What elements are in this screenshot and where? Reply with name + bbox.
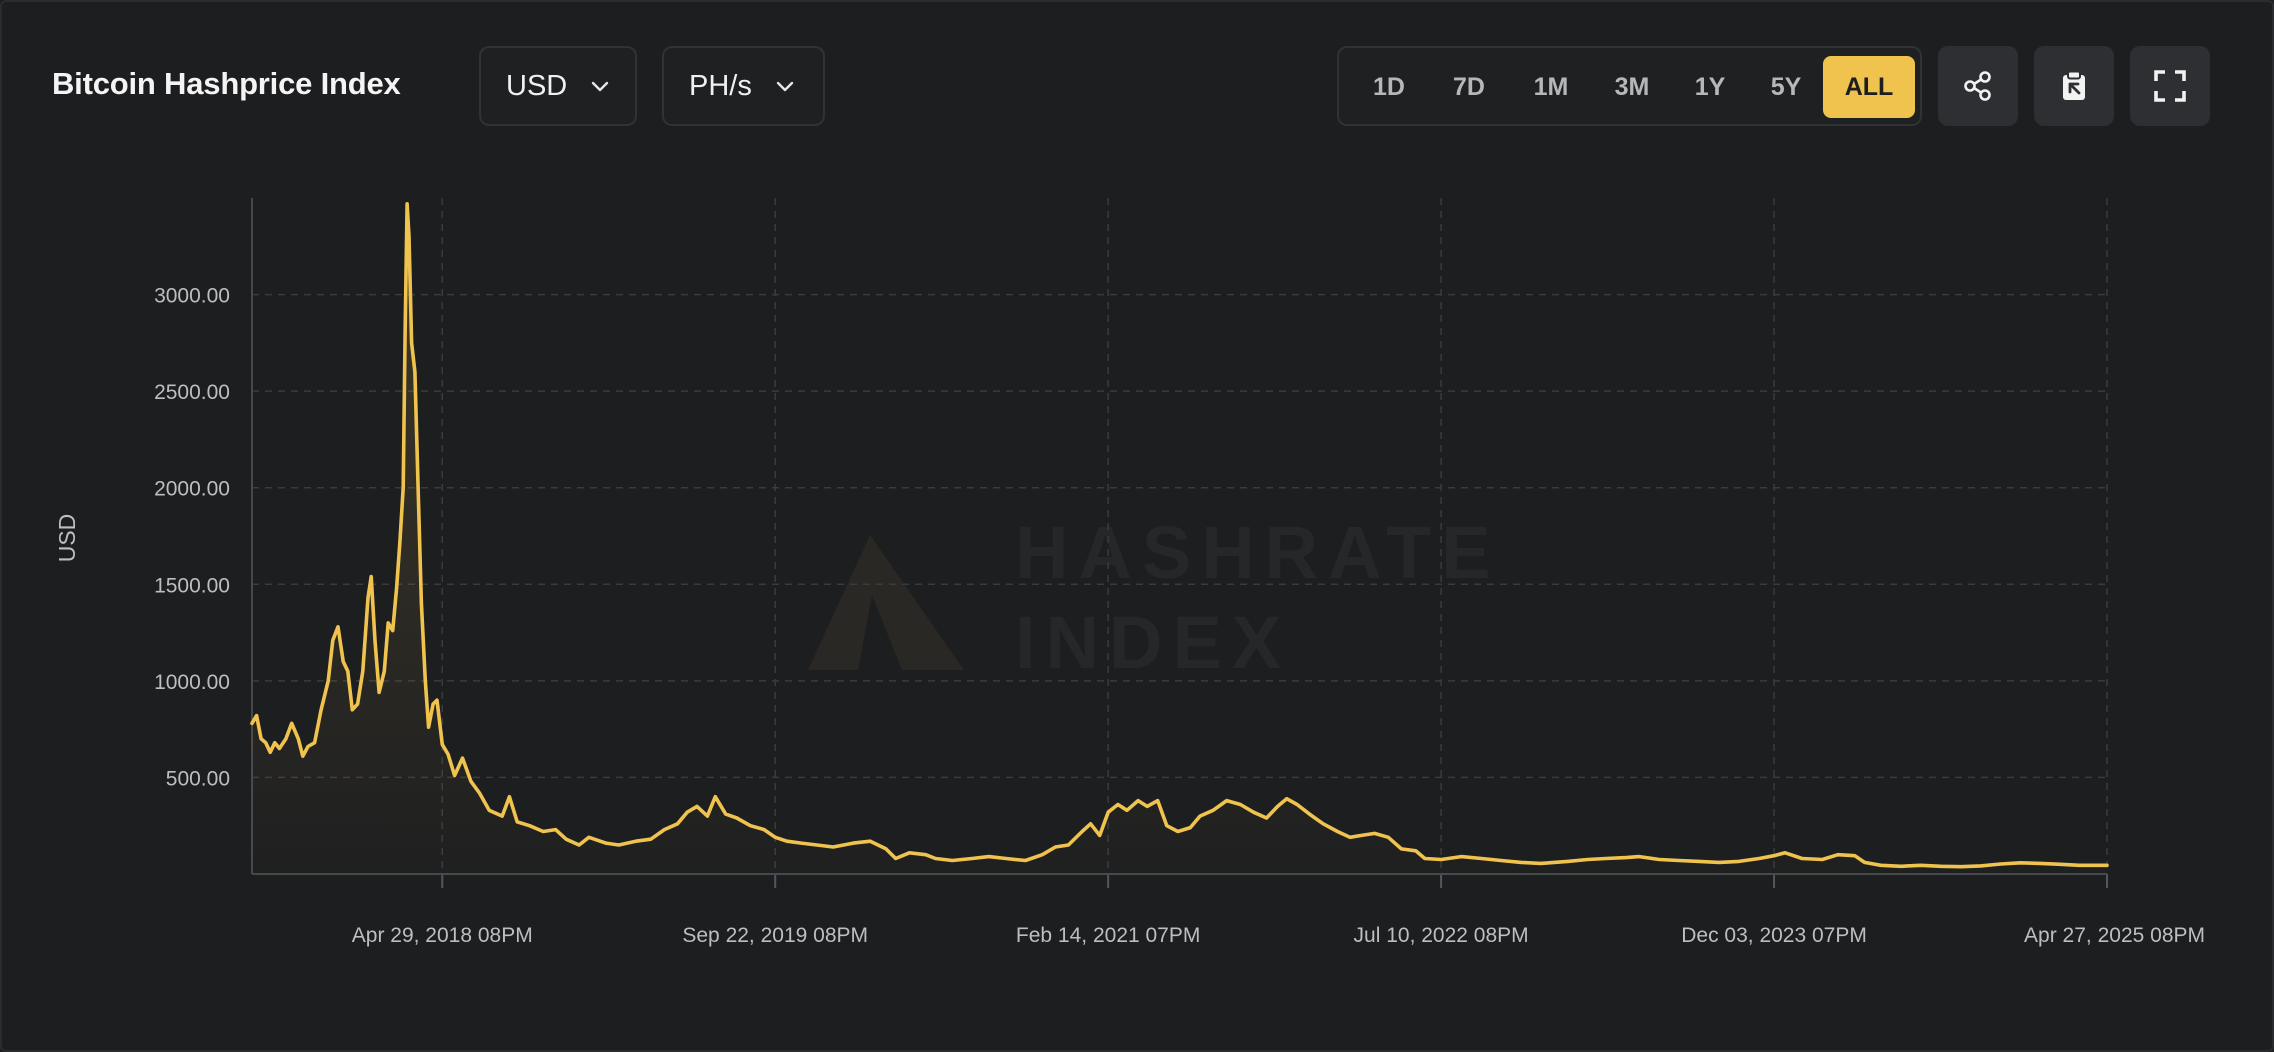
clipboard-button[interactable] [2034,46,2114,126]
y-tick-label: 3000.00 [154,285,230,308]
y-tick-label: 2000.00 [154,478,230,501]
fullscreen-icon [2154,70,2186,102]
x-tick-label: Sep 22, 2019 08PM [682,924,868,947]
range-button-1m[interactable]: 1M [1533,72,1569,101]
fullscreen-button[interactable] [2130,46,2210,126]
series-area [252,203,2107,875]
range-button-7d[interactable]: 7D [1453,72,1485,101]
x-tick-label: Apr 29, 2018 08PM [352,924,533,947]
chevron-down-icon [592,81,609,92]
range-button-5y[interactable]: 5Y [1770,72,1802,101]
range-button-1y[interactable]: 1Y [1694,72,1726,101]
y-axis-label: USD [54,514,80,563]
x-tick-label: Apr 27, 2025 08PM [2024,924,2205,947]
y-tick-label: 1500.00 [154,574,230,597]
currency-dropdown-value: USD [506,69,568,102]
y-tick-label: 500.00 [166,767,230,790]
watermark-line-2: INDEX [1015,601,1291,684]
tick-labels: 500.00 1000.00 1500.00 2000.00 2500.00 3000.0… [154,285,2205,947]
watermark: HASHRATE INDEX [808,511,1501,684]
clipboard-icon [2063,70,2085,100]
unit-dropdown-value: PH/s [689,69,752,102]
currency-dropdown[interactable]: USD [479,46,637,126]
share-button[interactable] [1938,46,2018,126]
y-tick-label: 1000.00 [154,671,230,694]
range-button-all[interactable]: ALL [1823,56,1915,118]
x-tick-label: Feb 14, 2021 07PM [1016,924,1200,947]
range-button-1d[interactable]: 1D [1373,72,1405,101]
range-button-3m[interactable]: 3M [1614,72,1650,101]
watermark-logo-icon [808,535,964,670]
chevron-down-icon [776,81,794,92]
series-line [250,202,2109,869]
share-icon [1964,71,1991,101]
x-tick-label: Dec 03, 2023 07PM [1681,924,1867,947]
grid [252,198,2108,874]
watermark-line-1: HASHRATE [1015,511,1501,594]
y-tick-label: 2500.00 [154,381,230,404]
time-range-selector: 1D 7D 1M 3M 1Y 5Y ALL [1337,46,1922,126]
x-tick-label: Jul 10, 2022 08PM [1354,924,1529,947]
page-title: Bitcoin Hashprice Index [52,66,401,101]
unit-dropdown[interactable]: PH/s [662,46,825,126]
